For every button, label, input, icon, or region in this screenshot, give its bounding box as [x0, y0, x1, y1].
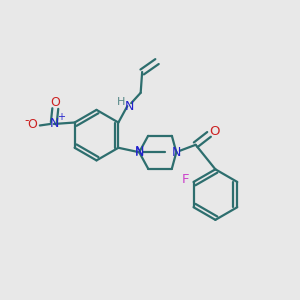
Text: N: N	[135, 145, 145, 158]
Text: N: N	[134, 146, 144, 159]
Text: -: -	[24, 114, 29, 127]
Text: O: O	[28, 118, 38, 131]
Text: N: N	[50, 117, 59, 130]
Text: F: F	[182, 173, 189, 186]
Text: N: N	[172, 146, 181, 159]
Text: O: O	[209, 125, 219, 138]
Text: +: +	[57, 112, 65, 122]
Text: N: N	[125, 100, 134, 113]
Text: O: O	[50, 96, 60, 109]
Text: H: H	[117, 97, 125, 107]
